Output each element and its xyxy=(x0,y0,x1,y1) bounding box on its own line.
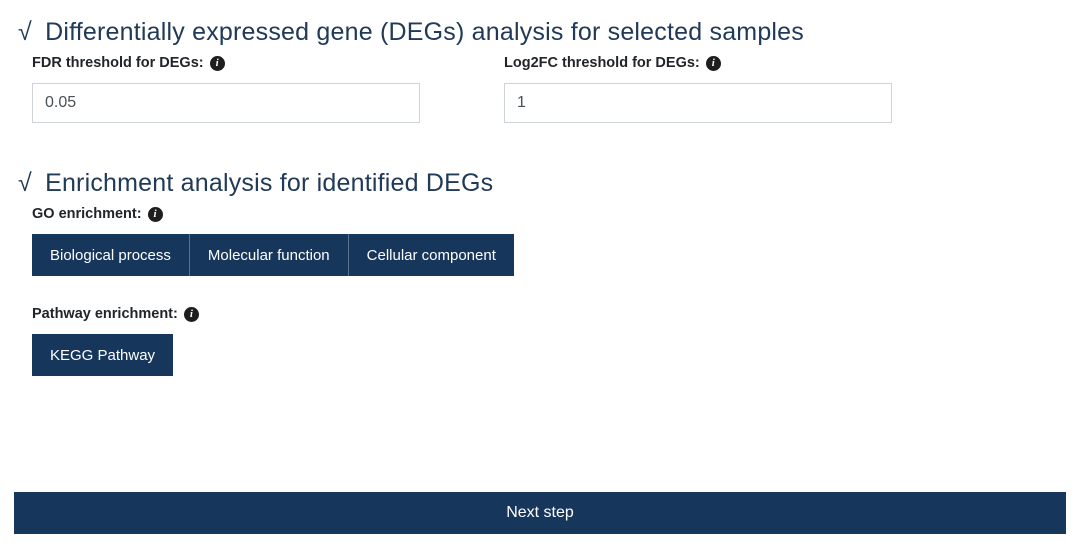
go-option-cellular-component[interactable]: Cellular component xyxy=(349,234,514,276)
section-title-deg: √ Differentially expressed gene (DEGs) a… xyxy=(18,18,1062,47)
next-step-button[interactable]: Next step xyxy=(14,492,1066,534)
field-label-fdr: FDR threshold for DEGs: i xyxy=(32,55,420,71)
pathway-enrichment-label-text: Pathway enrichment: xyxy=(32,306,178,322)
info-icon[interactable]: i xyxy=(210,56,225,71)
pathway-options-row: KEGG Pathway xyxy=(32,334,1062,376)
field-label-log2fc-text: Log2FC threshold for DEGs: xyxy=(504,55,700,71)
field-label-log2fc: Log2FC threshold for DEGs: i xyxy=(504,55,892,71)
go-enrichment-label-text: GO enrichment: xyxy=(32,206,142,222)
fdr-input[interactable] xyxy=(32,83,420,123)
check-icon: √ xyxy=(18,169,32,197)
info-icon[interactable]: i xyxy=(706,56,721,71)
section-title-enrich: √ Enrichment analysis for identified DEG… xyxy=(18,169,1062,198)
check-icon: √ xyxy=(18,18,32,46)
field-log2fc: Log2FC threshold for DEGs: i xyxy=(504,55,892,123)
field-fdr: FDR threshold for DEGs: i xyxy=(32,55,420,123)
go-option-biological-process[interactable]: Biological process xyxy=(32,234,190,276)
pathway-option-kegg[interactable]: KEGG Pathway xyxy=(32,334,173,376)
deg-field-row: FDR threshold for DEGs: i Log2FC thresho… xyxy=(32,55,1062,123)
section-title-enrich-text: Enrichment analysis for identified DEGs xyxy=(45,169,493,197)
go-option-molecular-function[interactable]: Molecular function xyxy=(190,234,349,276)
section-title-deg-text: Differentially expressed gene (DEGs) ana… xyxy=(45,18,804,46)
page-root: √ Differentially expressed gene (DEGs) a… xyxy=(0,0,1080,376)
pathway-enrichment-label: Pathway enrichment: i xyxy=(32,306,1062,322)
go-options-row: Biological process Molecular function Ce… xyxy=(32,234,1062,276)
log2fc-input[interactable] xyxy=(504,83,892,123)
info-icon[interactable]: i xyxy=(184,307,199,322)
field-label-fdr-text: FDR threshold for DEGs: xyxy=(32,55,204,71)
go-enrichment-label: GO enrichment: i xyxy=(32,206,1062,222)
info-icon[interactable]: i xyxy=(148,207,163,222)
